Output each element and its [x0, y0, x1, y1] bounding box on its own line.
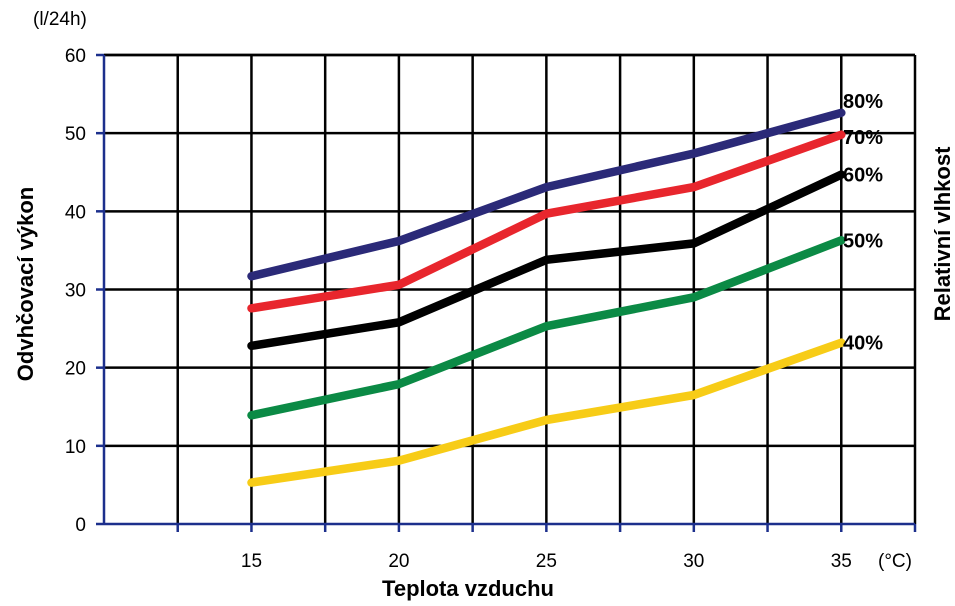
x-axis-title: Teplota vzduchu: [382, 576, 554, 601]
y-tick-label: 60: [65, 46, 86, 67]
series-label-80: 80%: [843, 91, 883, 113]
x-unit-label: (°C): [878, 551, 912, 572]
y-axis-title: Odvhčovací výkon: [13, 187, 38, 381]
series-line-70: [247, 130, 846, 313]
x-tick-label: 30: [683, 551, 704, 572]
tick-labels: 0 10 20 30 40 50 60 15 20 25 30 35: [65, 46, 852, 572]
x-tick-label: 25: [536, 551, 557, 572]
series-label-60: 60%: [843, 165, 883, 187]
series-label-50: 50%: [843, 230, 883, 252]
series-line-40: [247, 338, 846, 487]
y-tick-label: 10: [65, 437, 86, 458]
series-line-60: [247, 170, 846, 351]
series-label-40: 40%: [843, 333, 883, 355]
grid: [104, 53, 917, 524]
axes: [96, 53, 917, 532]
series-label-70: 70%: [843, 127, 883, 149]
x-tick-label: 35: [831, 551, 852, 572]
y-tick-label: 50: [65, 124, 86, 145]
y-tick-label: 20: [65, 359, 86, 380]
y-tick-label: 0: [75, 515, 86, 536]
series-line-50: [247, 236, 846, 420]
y-unit-label: (l/24h): [33, 9, 87, 30]
y-tick-label: 40: [65, 202, 86, 223]
legend-title: Relativní vlhkost: [930, 146, 955, 322]
x-tick-label: 20: [388, 551, 409, 572]
y-tick-label: 30: [65, 281, 86, 302]
series-labels: 80% 70% 60% 50% 40%: [843, 91, 883, 355]
x-tick-label: 15: [241, 551, 262, 572]
series-line-80: [247, 108, 846, 281]
series-lines: [247, 108, 846, 487]
